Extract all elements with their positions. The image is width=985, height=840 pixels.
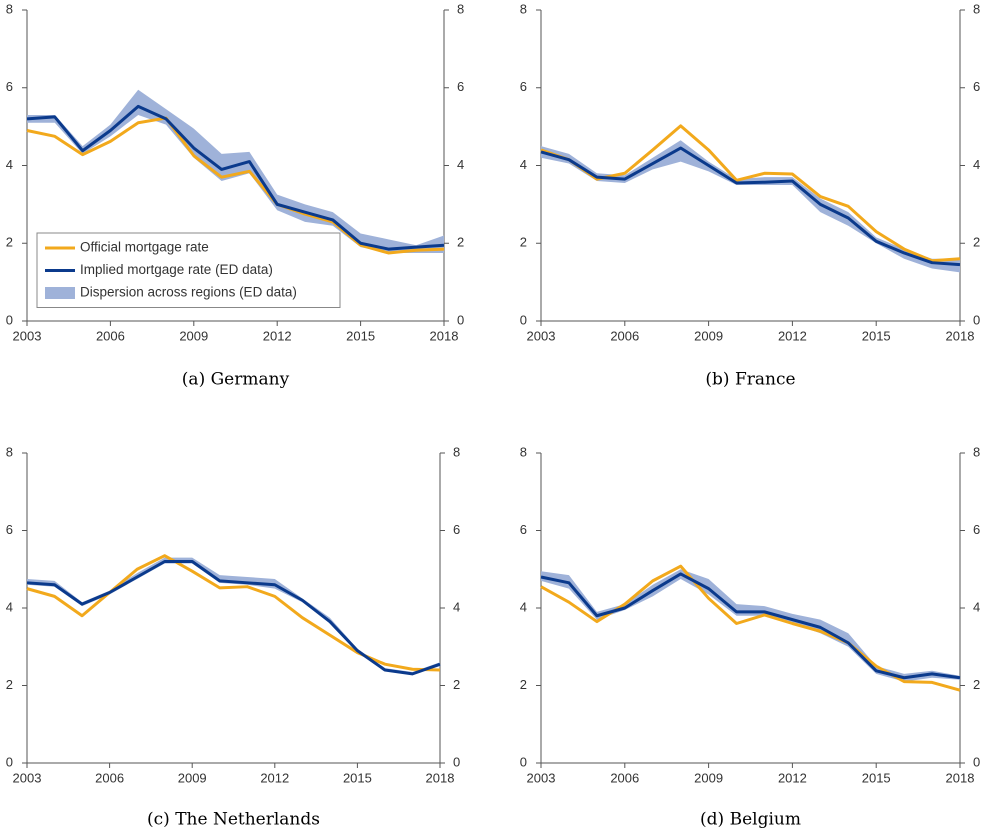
x-tick-label: 2006 bbox=[610, 770, 639, 785]
legend-label: Dispersion across regions (ED data) bbox=[80, 285, 297, 300]
y2-tick-label: 4 bbox=[453, 599, 460, 614]
series-line bbox=[540, 564, 961, 692]
panel-caption: (d) Belgium bbox=[700, 810, 801, 830]
y-tick-label: 4 bbox=[520, 599, 527, 614]
x-tick-label: 2015 bbox=[862, 328, 891, 343]
series-line bbox=[26, 116, 445, 255]
y2-tick-label: 0 bbox=[973, 754, 980, 769]
y-tick-label: 6 bbox=[6, 79, 13, 94]
x-tick-label: 2003 bbox=[13, 328, 42, 343]
y2-tick-label: 4 bbox=[973, 157, 980, 172]
x-tick-label: 2003 bbox=[527, 770, 556, 785]
dispersion-band bbox=[541, 140, 960, 273]
y2-tick-label: 0 bbox=[457, 312, 464, 327]
series-line bbox=[540, 572, 961, 680]
panel-caption: (c) The Netherlands bbox=[147, 810, 320, 830]
x-tick-label: 2006 bbox=[610, 328, 639, 343]
x-tick-label: 2009 bbox=[694, 770, 723, 785]
y2-tick-label: 4 bbox=[457, 157, 464, 172]
y2-tick-label: 8 bbox=[453, 444, 460, 459]
legend-box bbox=[36, 232, 341, 308]
x-tick-label: 2006 bbox=[95, 770, 124, 785]
legend-label: Implied mortgage rate (ED data) bbox=[80, 262, 273, 277]
y2-tick-label: 2 bbox=[973, 677, 980, 692]
y-tick-label: 6 bbox=[520, 522, 527, 537]
y2-tick-label: 0 bbox=[453, 754, 460, 769]
y-tick-label: 0 bbox=[520, 754, 527, 769]
y-tick-label: 2 bbox=[6, 677, 13, 692]
y2-tick-label: 8 bbox=[973, 1, 980, 16]
panel-caption: (b) France bbox=[705, 370, 795, 390]
y-tick-label: 4 bbox=[520, 157, 527, 172]
y2-tick-label: 0 bbox=[973, 312, 980, 327]
y2-tick-label: 2 bbox=[973, 235, 980, 250]
x-tick-label: 2009 bbox=[178, 770, 207, 785]
y-tick-label: 4 bbox=[6, 599, 13, 614]
y2-tick-label: 2 bbox=[457, 235, 464, 250]
legend-swatch bbox=[45, 287, 75, 299]
y-tick-label: 0 bbox=[6, 754, 13, 769]
x-tick-label: 2018 bbox=[946, 770, 975, 785]
x-tick-label: 2015 bbox=[862, 770, 891, 785]
y-tick-label: 6 bbox=[520, 79, 527, 94]
y-tick-label: 2 bbox=[520, 677, 527, 692]
dispersion-band bbox=[541, 569, 960, 682]
x-tick-label: 2015 bbox=[346, 328, 375, 343]
y-tick-label: 0 bbox=[6, 312, 13, 327]
x-tick-label: 2009 bbox=[179, 328, 208, 343]
x-tick-label: 2003 bbox=[527, 328, 556, 343]
y-tick-label: 8 bbox=[6, 444, 13, 459]
y-tick-label: 8 bbox=[6, 1, 13, 16]
x-tick-label: 2009 bbox=[694, 328, 723, 343]
x-tick-label: 2006 bbox=[96, 328, 125, 343]
series-line bbox=[540, 124, 961, 263]
series-line bbox=[540, 146, 961, 267]
x-tick-label: 2018 bbox=[946, 328, 975, 343]
series-line bbox=[26, 104, 445, 251]
x-tick-label: 2003 bbox=[13, 770, 42, 785]
y2-tick-label: 8 bbox=[973, 444, 980, 459]
x-tick-label: 2012 bbox=[260, 770, 289, 785]
y-tick-label: 4 bbox=[6, 157, 13, 172]
y-tick-label: 2 bbox=[6, 235, 13, 250]
dispersion-band bbox=[27, 89, 444, 253]
y2-tick-label: 2 bbox=[453, 677, 460, 692]
series-line bbox=[26, 554, 441, 672]
y2-tick-label: 6 bbox=[457, 79, 464, 94]
y2-tick-label: 6 bbox=[973, 79, 980, 94]
x-tick-label: 2018 bbox=[426, 770, 455, 785]
x-tick-label: 2015 bbox=[343, 770, 372, 785]
y2-tick-label: 8 bbox=[457, 1, 464, 16]
y-tick-label: 2 bbox=[520, 235, 527, 250]
x-tick-label: 2012 bbox=[778, 770, 807, 785]
x-tick-label: 2012 bbox=[778, 328, 807, 343]
y-tick-label: 6 bbox=[6, 522, 13, 537]
y-tick-label: 8 bbox=[520, 1, 527, 16]
y2-tick-label: 4 bbox=[973, 599, 980, 614]
y2-tick-label: 6 bbox=[973, 522, 980, 537]
y2-tick-label: 6 bbox=[453, 522, 460, 537]
legend-label: Official mortgage rate bbox=[80, 240, 209, 255]
panel-caption: (a) Germany bbox=[182, 370, 290, 390]
dispersion-band bbox=[27, 557, 440, 675]
x-tick-label: 2012 bbox=[263, 328, 292, 343]
y-tick-label: 8 bbox=[520, 444, 527, 459]
x-tick-label: 2018 bbox=[430, 328, 459, 343]
y-tick-label: 0 bbox=[520, 312, 527, 327]
series-line bbox=[26, 560, 441, 676]
